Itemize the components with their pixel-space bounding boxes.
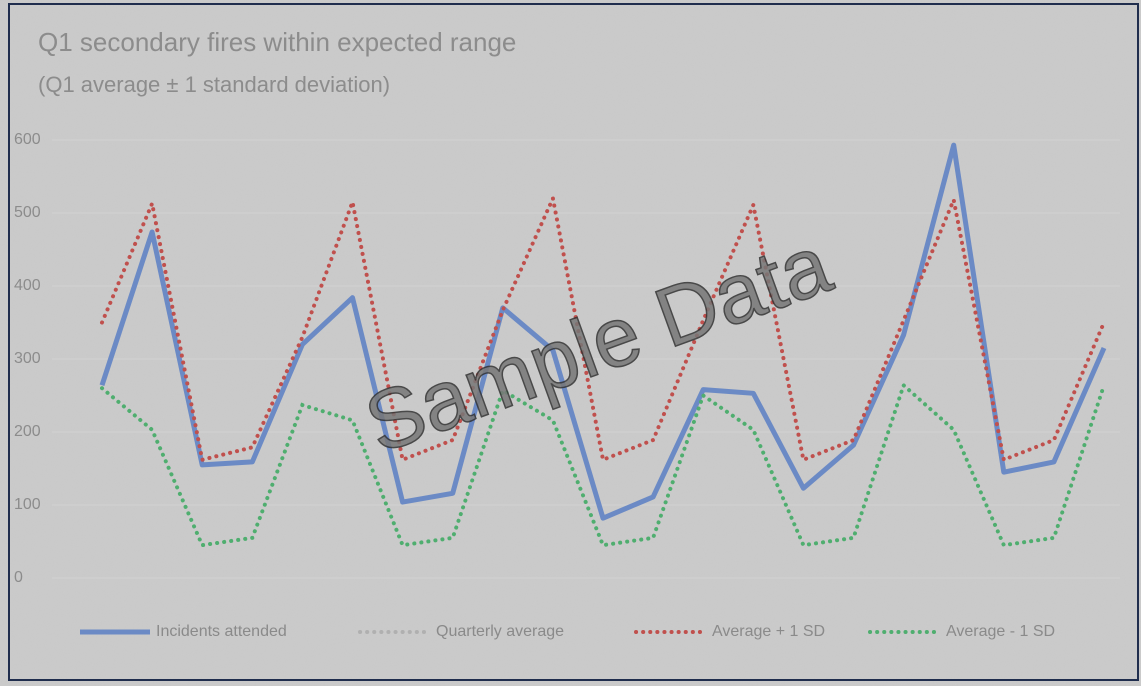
frame (8, 3, 1139, 681)
chart-subtitle: (Q1 average ± 1 standard deviation) (38, 72, 390, 97)
y-tick-label: 500 (14, 204, 41, 221)
legend-label: Quarterly average (436, 623, 564, 640)
y-tick-label: 200 (14, 423, 41, 440)
legend-label: Average - 1 SD (946, 623, 1055, 640)
legend-label: Incidents attended (156, 623, 287, 640)
series-line (100, 381, 1106, 548)
y-tick-label: 300 (14, 350, 41, 367)
series-line (100, 191, 1106, 463)
y-tick-label: 600 (14, 131, 41, 148)
series-line (99, 142, 1107, 521)
y-tick-label: 400 (14, 277, 41, 294)
y-tick-label: 0 (14, 569, 23, 586)
legend-label: Average + 1 SD (712, 623, 825, 640)
chart-title: Q1 secondary fires within expected range (38, 27, 516, 57)
y-tick-label: 100 (14, 496, 41, 513)
